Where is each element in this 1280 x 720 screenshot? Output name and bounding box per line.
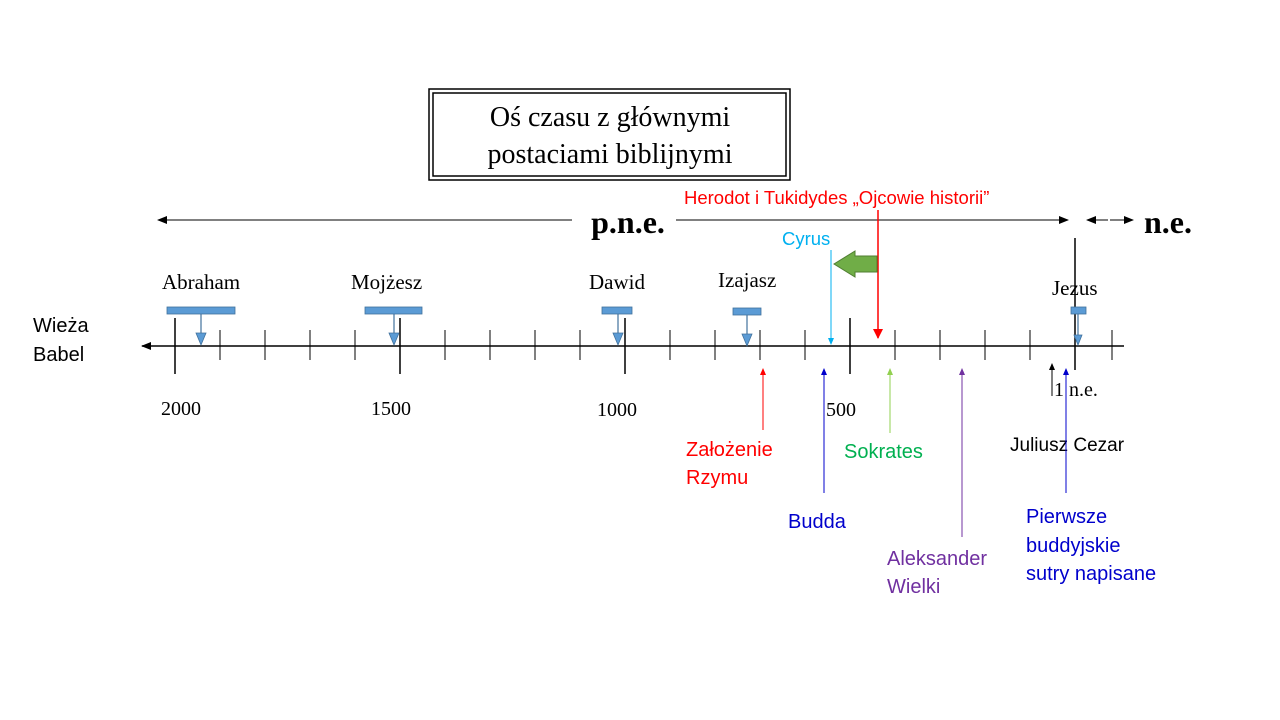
figure-dawid: Dawid <box>589 270 645 347</box>
figure-arrow <box>1073 334 1083 347</box>
timeline-axis <box>141 238 1124 374</box>
year-label: 2000 <box>161 398 201 420</box>
title-line-1: Oś czasu z głównymi <box>490 102 731 133</box>
figure-bar <box>1070 306 1087 315</box>
juliusz-label: Juliusz Cezar <box>1010 435 1125 456</box>
figure-arrow <box>612 332 624 347</box>
title-box: Oś czasu z głównymi postaciami biblijnym… <box>428 88 791 181</box>
bce-label: p.n.e. <box>591 204 665 240</box>
event-zalozenie-rzymu: Założenie Rzymu <box>686 368 773 489</box>
sutry-label-line-3: sutry napisane <box>1026 563 1156 585</box>
figure-arrow <box>741 333 753 348</box>
figure-bar <box>601 306 633 315</box>
era-bce: p.n.e. <box>157 204 1069 240</box>
figure-abraham: Abraham <box>162 270 240 347</box>
figure-izajasz: Izajasz <box>718 268 776 348</box>
figure-name: Izajasz <box>718 268 776 292</box>
figure-bar <box>732 307 762 316</box>
event-herodot: Herodot i Tukidydes „Ojcowie historii” <box>684 187 989 339</box>
title-line-2: postaciami biblijnymi <box>488 139 733 170</box>
sutry-label-line-2: buddyjskie <box>1026 535 1121 557</box>
zalozenie-label-line-1: Założenie <box>686 439 773 461</box>
era-ce: n.e. <box>1086 204 1192 240</box>
wieza-babel-label-line-1: Wieża <box>33 315 89 337</box>
event-aleksander: Aleksander Wielki <box>887 368 987 598</box>
figure-arrow <box>195 332 207 347</box>
figure-bar <box>166 306 236 315</box>
wieza-babel-label-line-2: Babel <box>33 344 84 366</box>
event-juliusz-cezar: Juliusz Cezar <box>1010 363 1125 456</box>
figure-name: Abraham <box>162 270 240 294</box>
event-budda: Budda <box>788 368 847 533</box>
year-label: 1500 <box>371 398 411 420</box>
figure-name: Mojżesz <box>351 270 422 294</box>
year-labels: 2000 1500 1000 500 1 n.e. <box>161 379 1098 421</box>
year-label: 1 n.e. <box>1054 379 1098 401</box>
event-sutry: Pierwsze buddyjskie sutry napisane <box>1026 368 1156 585</box>
herodot-label: Herodot i Tukidydes „Ojcowie historii” <box>684 187 989 208</box>
figure-arrow <box>388 332 400 347</box>
aleksander-label-line-1: Aleksander <box>887 548 987 570</box>
ce-label: n.e. <box>1144 204 1192 240</box>
figure-jezus: Jezus <box>1052 276 1098 347</box>
figure-name: Dawid <box>589 270 645 294</box>
axis-major-ticks <box>174 238 1076 374</box>
budda-label: Budda <box>788 511 847 533</box>
axis-ticks <box>219 330 1113 360</box>
cyrus-label: Cyrus <box>782 228 830 249</box>
green-left-arrow <box>833 250 878 278</box>
year-label: 500 <box>826 399 856 421</box>
sokrates-label: Sokrates <box>844 441 923 463</box>
event-cyrus: Cyrus <box>782 228 834 345</box>
figure-bar <box>364 306 423 315</box>
zalozenie-label-line-2: Rzymu <box>686 467 748 489</box>
event-sokrates: Sokrates <box>844 368 923 463</box>
figure-mojzesz: Mojżesz <box>351 270 423 347</box>
figure-name: Jezus <box>1052 276 1098 300</box>
sutry-label-line-1: Pierwsze <box>1026 506 1107 528</box>
year-label: 1000 <box>597 399 637 421</box>
aleksander-label-line-2: Wielki <box>887 576 940 598</box>
